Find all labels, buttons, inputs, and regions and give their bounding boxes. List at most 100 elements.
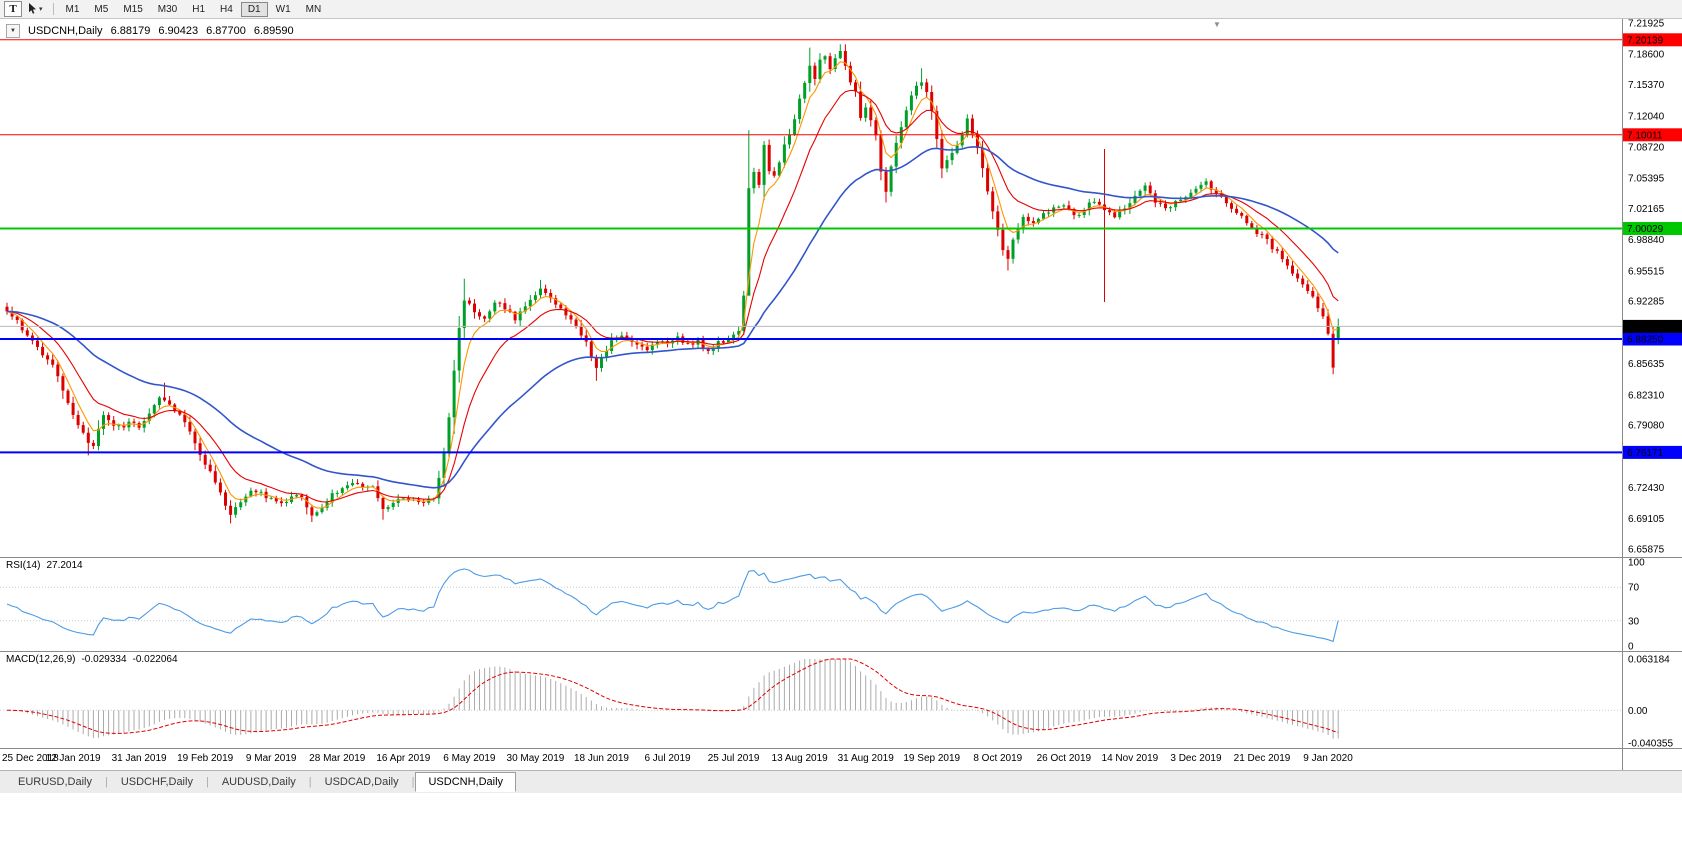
chart-tab-usdcad[interactable]: USDCAD,Daily xyxy=(313,773,411,791)
price-axis-label: 6.69105 xyxy=(1628,514,1665,525)
price-axis-label: 7.15370 xyxy=(1628,80,1665,91)
price-axis-label: 6.82310 xyxy=(1628,390,1665,401)
rsi-line xyxy=(7,569,1338,642)
tab-separator: | xyxy=(206,776,209,788)
time-axis-label: 18 Jun 2019 xyxy=(574,753,629,764)
chart-shift-marker[interactable]: ▼ xyxy=(1213,20,1221,29)
rsi-axis-label: 70 xyxy=(1628,583,1640,594)
rsi-axis-label: 30 xyxy=(1628,616,1640,627)
timeframe-button-m15[interactable]: M15 xyxy=(116,2,149,17)
time-axis-label: 25 Jul 2019 xyxy=(708,753,760,764)
price-axis-label: 7.02165 xyxy=(1628,204,1665,215)
timeframe-button-d1[interactable]: D1 xyxy=(241,2,268,17)
time-axis-label: 9 Mar 2019 xyxy=(246,753,297,764)
macd-name: MACD(12,26,9) xyxy=(6,654,75,665)
price-marker-label: 7.00029 xyxy=(1627,224,1664,235)
tab-separator: | xyxy=(105,776,108,788)
price-marker-label: 6.88250 xyxy=(1627,335,1664,346)
price-axis-label: 7.08720 xyxy=(1628,142,1665,153)
timeframe-button-mn[interactable]: MN xyxy=(299,2,329,17)
price-axis-label: 6.92285 xyxy=(1628,297,1665,308)
timeframe-button-w1[interactable]: W1 xyxy=(269,2,298,17)
rsi-name: RSI(14) xyxy=(6,560,40,571)
chart-tab-usdcnh[interactable]: USDCNH,Daily xyxy=(415,772,516,792)
macd-axis-label: 0.063184 xyxy=(1628,655,1670,666)
macd-signal-line xyxy=(7,659,1338,733)
cursor-tool-button[interactable]: ▾ xyxy=(23,1,47,17)
time-axis-label: 19 Sep 2019 xyxy=(903,753,960,764)
timeframe-button-m5[interactable]: M5 xyxy=(87,2,115,17)
text-tool-button[interactable]: T xyxy=(4,1,22,17)
axis-corner-line xyxy=(1622,749,1623,770)
chevron-down-icon: ▾ xyxy=(39,5,43,13)
price-marker-label: 7.20139 xyxy=(1627,35,1664,46)
chart-tab-audusd[interactable]: AUDUSD,Daily xyxy=(210,773,308,791)
time-axis-label: 16 Apr 2019 xyxy=(376,753,430,764)
time-axis-label: 26 Oct 2019 xyxy=(1037,753,1091,764)
timeframe-button-h1[interactable]: H1 xyxy=(185,2,212,17)
time-axis-label: 6 Jul 2019 xyxy=(644,753,690,764)
price-chart-pane[interactable]: 7.21925 7.18600 7.15370 7.12040 7.08720 7.053… xyxy=(0,19,1682,557)
price-axis-label: 6.79080 xyxy=(1628,421,1665,432)
price-axis-label: 7.21925 xyxy=(1628,19,1665,30)
time-axis-label: 13 Aug 2019 xyxy=(772,753,828,764)
price-axis[interactable]: 7.21925 7.18600 7.15370 7.12040 7.08720 7.053… xyxy=(1623,19,1682,557)
one-click-trading-toggle[interactable]: ▼ xyxy=(6,24,20,38)
tab-separator: | xyxy=(412,776,415,788)
price-marker-label: 6.89590 xyxy=(1627,322,1664,333)
price-axis-label: 6.98840 xyxy=(1628,235,1665,246)
ohlc-open: 6.88179 xyxy=(111,25,151,37)
toolbar-separator xyxy=(53,3,54,15)
chart-tab-bar: EURUSD,Daily|USDCHF,Daily|AUDUSD,Daily|U… xyxy=(0,770,1682,793)
macd-main-value: -0.029334 xyxy=(81,654,126,665)
price-axis-label: 7.12040 xyxy=(1628,111,1665,122)
macd-axis-label: -0.040355 xyxy=(1628,739,1673,749)
ma-line-medium xyxy=(7,90,1338,502)
timeframe-button-m30[interactable]: M30 xyxy=(151,2,184,17)
chart-symbol-period: USDCNH,Daily xyxy=(28,25,103,37)
price-axis-label: 7.18600 xyxy=(1628,50,1665,61)
price-axis-label: 7.05395 xyxy=(1628,174,1665,185)
chart-tab-usdchf[interactable]: USDCHF,Daily xyxy=(109,773,205,791)
price-marker-label: 7.10011 xyxy=(1627,130,1663,141)
time-axis-label: 9 Jan 2020 xyxy=(1303,753,1353,764)
rsi-axis-label: 100 xyxy=(1628,558,1645,569)
time-axis-label: 14 Nov 2019 xyxy=(1102,753,1159,764)
price-axis-label: 6.65875 xyxy=(1628,545,1665,556)
time-axis-label: 30 May 2019 xyxy=(507,753,565,764)
time-axis-label: 3 Dec 2019 xyxy=(1170,753,1221,764)
macd-histogram xyxy=(7,659,1338,739)
timeframe-button-m1[interactable]: M1 xyxy=(59,2,87,17)
chart-tab-eurusd[interactable]: EURUSD,Daily xyxy=(6,773,104,791)
time-axis-label: 6 May 2019 xyxy=(443,753,495,764)
chart-title: ▼ USDCNH,Daily 6.88179 6.90423 6.87700 6… xyxy=(6,24,294,38)
time-axis-label: 31 Jan 2019 xyxy=(112,753,167,764)
ohlc-close: 6.89590 xyxy=(254,25,294,37)
tab-separator: | xyxy=(309,776,312,788)
ohlc-low: 6.87700 xyxy=(206,25,246,37)
rsi-value: 27.2014 xyxy=(46,560,82,571)
timeframe-button-h4[interactable]: H4 xyxy=(213,2,240,17)
time-axis-label: 28 Mar 2019 xyxy=(309,753,365,764)
window-bottom-area xyxy=(0,793,1682,845)
time-axis-label: 21 Dec 2019 xyxy=(1234,753,1291,764)
ma-line-fast xyxy=(7,62,1338,508)
chart-area: 7.21925 7.18600 7.15370 7.12040 7.08720 7.053… xyxy=(0,19,1682,845)
macd-label: MACD(12,26,9) -0.029334 -0.022064 xyxy=(6,654,178,665)
rsi-label: RSI(14) 27.2014 xyxy=(6,560,83,571)
price-axis-label: 6.85635 xyxy=(1628,359,1665,370)
ma-line-slow xyxy=(7,147,1338,488)
time-axis-label: 31 Aug 2019 xyxy=(838,753,894,764)
ohlc-high: 6.90423 xyxy=(158,25,198,37)
price-level-lines xyxy=(0,40,1622,453)
time-axis-label: 19 Feb 2019 xyxy=(177,753,233,764)
price-marker-label: 6.76171 xyxy=(1627,448,1664,459)
cursor-icon xyxy=(27,3,38,15)
price-axis-label: 6.72430 xyxy=(1628,483,1665,494)
time-axis-label: 8 Oct 2019 xyxy=(973,753,1022,764)
